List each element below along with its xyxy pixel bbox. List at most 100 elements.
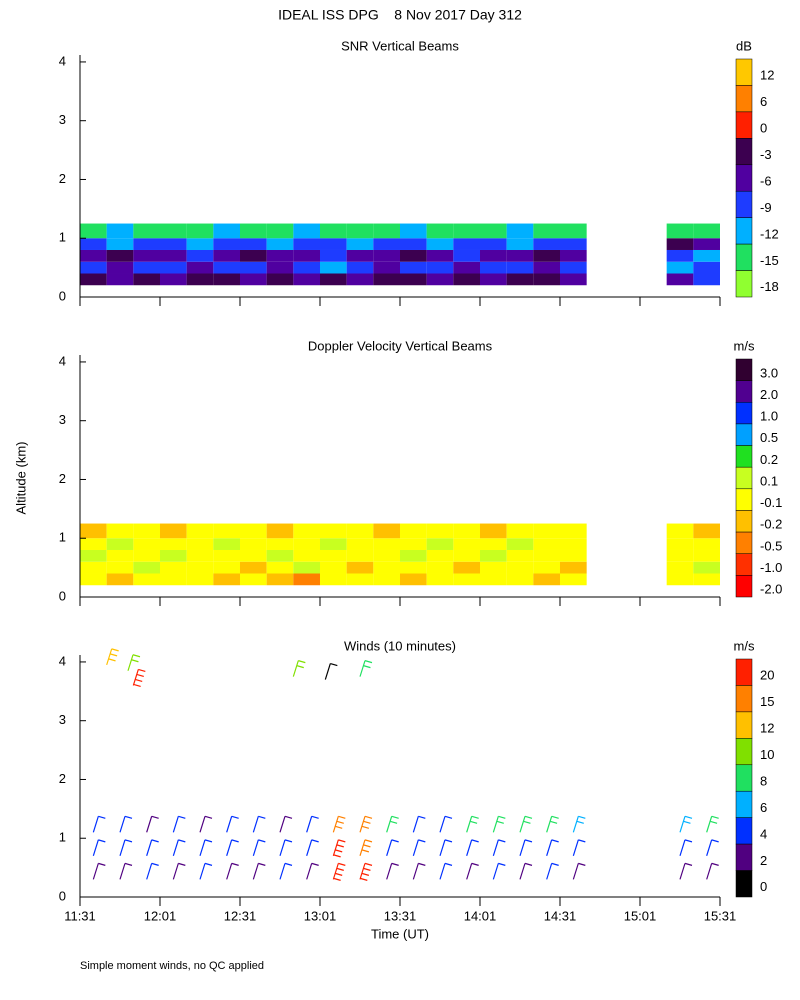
heatmap-cell <box>666 538 694 550</box>
wind-barb <box>412 862 426 880</box>
heatmap-cell <box>266 538 294 550</box>
barb-staff <box>106 648 113 666</box>
barb-feather <box>338 862 346 866</box>
heatmap-cell <box>240 538 267 550</box>
barb-staff <box>172 839 179 857</box>
wind-barb <box>226 815 239 833</box>
heatmap-cell <box>213 223 240 239</box>
colorbar-label: 0 <box>760 879 767 894</box>
x-tick-label: 14:31 <box>544 908 577 923</box>
barb-feather <box>364 862 373 866</box>
barb-feather <box>330 662 338 667</box>
barb-feather <box>683 820 691 824</box>
heatmap-cell <box>266 273 294 286</box>
colorbar-box <box>735 764 753 792</box>
x-tick-label: 11:31 <box>64 908 96 923</box>
barb-staff <box>92 839 99 857</box>
wind-barb <box>466 862 479 880</box>
y-tick-label: 4 <box>59 53 66 68</box>
wind-barb <box>306 815 319 833</box>
barb-feather <box>471 839 479 843</box>
x-axis-label: Time (UT) <box>371 926 429 941</box>
colorbar-label: -0.1 <box>760 495 782 510</box>
wind-barb <box>359 660 373 677</box>
barb-feather <box>151 815 159 819</box>
heatmap-cell <box>240 238 267 250</box>
wind-barb <box>279 815 293 833</box>
wind-barb <box>332 815 346 833</box>
heatmap-cell <box>186 561 214 574</box>
barb-feather <box>296 665 304 669</box>
heatmap-cell <box>213 261 240 274</box>
barb-feather <box>311 862 319 866</box>
heatmap-cell <box>320 523 347 539</box>
y-tick-label: 0 <box>59 588 66 603</box>
heatmap-cell <box>106 561 134 574</box>
colorbar-label: 0.1 <box>760 473 778 488</box>
heatmap-cell <box>240 573 267 586</box>
heatmap-cell <box>186 249 214 262</box>
heatmap-cell <box>346 523 374 539</box>
wind-barb <box>146 839 159 857</box>
barb-staff <box>146 863 153 880</box>
heatmap-cell <box>346 261 374 274</box>
heatmap-cell <box>426 261 454 274</box>
heatmap-cell <box>186 573 214 586</box>
heatmap-cell <box>560 561 587 574</box>
barb-staff <box>279 816 286 833</box>
heatmap-cell <box>160 273 187 286</box>
barb-feather <box>178 815 186 819</box>
barb-staff <box>359 816 366 833</box>
heatmap-cell <box>400 549 427 562</box>
barb-staff <box>519 816 526 833</box>
heatmap-cell <box>320 273 347 286</box>
barb-staff <box>679 839 686 857</box>
x-tick-label: 14:01 <box>464 908 497 923</box>
y-tick-label: 1 <box>59 530 66 545</box>
barb-staff <box>412 816 419 833</box>
barb-feather <box>258 862 266 866</box>
wind-barb <box>679 839 693 857</box>
barb-feather <box>684 839 693 843</box>
barb-staff <box>439 863 446 880</box>
colorbar-box <box>735 711 753 739</box>
barb-staff <box>466 863 473 880</box>
barb-staff <box>292 660 299 677</box>
heatmap-cell <box>160 573 187 586</box>
panel-title: SNR Vertical Beams <box>341 38 459 53</box>
heatmap-cell <box>560 249 587 262</box>
y-tick-label: 0 <box>59 888 66 903</box>
colorbar-box <box>735 790 753 818</box>
heatmap-cell <box>533 573 560 586</box>
heatmap-cell <box>693 273 720 286</box>
wind-barb <box>386 862 399 880</box>
colorbar-label: -3 <box>760 147 772 162</box>
heatmap-cell <box>106 523 134 539</box>
colorbar-box <box>735 553 753 576</box>
wind-barb <box>359 839 373 857</box>
barb-feather <box>178 862 186 866</box>
barb-feather <box>551 862 559 866</box>
barb-staff <box>546 863 553 880</box>
heatmap-cell <box>320 538 347 550</box>
wind-barb <box>492 815 506 833</box>
barb-staff <box>279 863 286 880</box>
heatmap-cell <box>293 273 320 286</box>
heatmap-cell <box>106 249 134 262</box>
wind-barb <box>439 862 453 880</box>
barb-feather <box>364 660 373 664</box>
colorbar-box <box>735 380 753 403</box>
colorbar-label: 0.2 <box>760 452 778 467</box>
barb-staff <box>119 816 126 833</box>
wind-barb <box>252 815 266 833</box>
barb-feather <box>391 815 399 819</box>
barb-feather <box>124 815 133 819</box>
heatmap-cell <box>373 523 400 539</box>
heatmap-cell <box>400 561 427 574</box>
wind-barb <box>132 668 146 688</box>
heatmap-cell <box>266 523 294 539</box>
barb-staff <box>412 839 419 857</box>
barb-staff <box>306 839 313 857</box>
colorbar-label: 1.0 <box>760 409 778 424</box>
